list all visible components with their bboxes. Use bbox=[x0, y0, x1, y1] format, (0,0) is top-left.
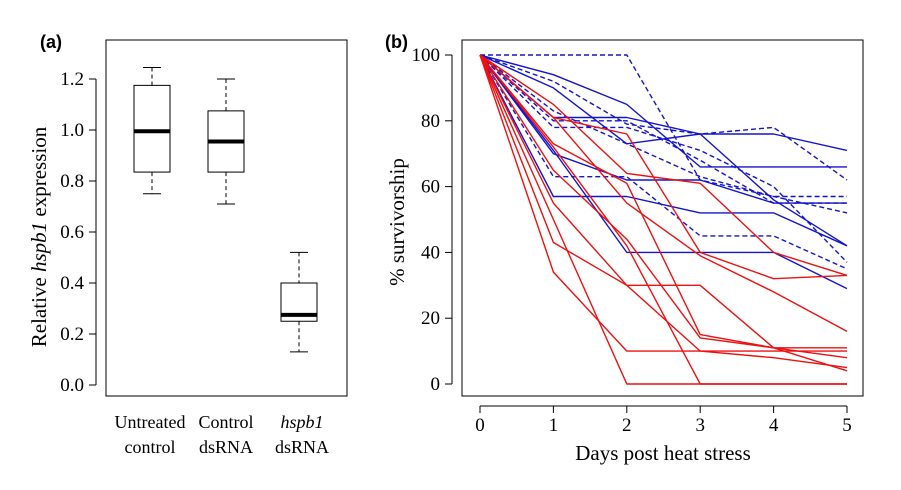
panel-a-y-tick-label: 0.6 bbox=[60, 222, 84, 243]
panel-a-label: (a) bbox=[40, 32, 62, 52]
box-iqr bbox=[133, 84, 171, 173]
panel-b: (b) 0 20 40 60 80 100 0 1 2 3 4 5 Days post heat s… bbox=[385, 32, 864, 465]
panel-b-series bbox=[479, 54, 848, 385]
panel-b-x-tick-label: 0 bbox=[475, 415, 485, 436]
panel-a-category-labels: Untreated control Control dsRNA hspb1 dsRNA bbox=[115, 412, 329, 457]
panel-a-y-tick-label: 0.0 bbox=[60, 375, 84, 396]
series-line-21 bbox=[479, 54, 847, 385]
category-label-line2: dsRNA bbox=[275, 437, 329, 457]
series-line-1 bbox=[479, 54, 848, 181]
series-line-7 bbox=[479, 54, 848, 152]
series-line-9 bbox=[479, 54, 847, 204]
series-line-14 bbox=[479, 54, 848, 333]
panel-b-y-axis-title: % survivorship bbox=[385, 158, 409, 286]
panel-b-x-tick-label: 1 bbox=[549, 415, 559, 436]
series-line-16 bbox=[479, 54, 848, 359]
panel-b-label: (b) bbox=[385, 32, 408, 52]
series-line-10 bbox=[479, 54, 848, 247]
panel-a-y-tick-label: 1.0 bbox=[60, 120, 84, 141]
series-line-12 bbox=[479, 54, 848, 277]
series-line-15 bbox=[479, 54, 847, 349]
panel-a-boxes bbox=[133, 67, 318, 353]
panel-b-y-tick-label: 80 bbox=[421, 111, 440, 132]
panel-b-y-axis: 0 20 40 60 80 100 bbox=[412, 45, 453, 395]
panel-b-y-tick-label: 0 bbox=[431, 374, 441, 395]
panel-b-x-axis-title: Days post heat stress bbox=[575, 441, 751, 465]
series-line-3 bbox=[479, 54, 848, 214]
category-label-line2: control bbox=[125, 437, 176, 457]
panel-b-x-axis: 0 1 2 3 4 5 bbox=[475, 405, 852, 436]
box-2 bbox=[280, 251, 318, 353]
panel-b-y-tick-label: 100 bbox=[412, 45, 441, 66]
panel-b-frame bbox=[461, 39, 864, 397]
panel-b-x-tick-label: 5 bbox=[842, 415, 852, 436]
series-line-0 bbox=[480, 54, 847, 198]
category-label-line2: dsRNA bbox=[199, 437, 253, 457]
panel-a-y-tick-label: 0.8 bbox=[60, 171, 84, 192]
series-line-11 bbox=[479, 54, 848, 290]
panel-a-frame bbox=[105, 39, 348, 397]
category-label-line1: Untreated bbox=[115, 412, 186, 432]
panel-a-y-axis-title: Relative hspb1 expression bbox=[27, 126, 51, 347]
panel-b-y-tick-label: 60 bbox=[421, 177, 440, 198]
panel-b-x-tick-label: 2 bbox=[622, 415, 632, 436]
series-line-6 bbox=[479, 54, 847, 168]
panel-a-y-tick-label: 1.2 bbox=[60, 69, 84, 90]
box-0 bbox=[133, 67, 171, 195]
panel-b-x-tick-label: 4 bbox=[769, 415, 779, 436]
category-label-line1: hspb1 bbox=[280, 412, 323, 432]
panel-a-y-tick-label: 0.2 bbox=[60, 324, 84, 345]
box-1 bbox=[207, 78, 245, 205]
panel-a-y-axis: 0.0 0.2 0.4 0.6 0.8 1.0 1.2 bbox=[60, 69, 97, 396]
series-line-19 bbox=[479, 54, 847, 352]
panel-b-y-tick-label: 20 bbox=[421, 308, 440, 329]
category-label-line1: Control bbox=[198, 412, 253, 432]
series-line-4 bbox=[479, 54, 848, 270]
panel-b-x-tick-label: 3 bbox=[695, 415, 705, 436]
panel-b-y-tick-label: 40 bbox=[421, 242, 440, 263]
series-line-18 bbox=[479, 54, 848, 369]
panel-a: (a) 0.0 0.2 0.4 0.6 0.8 1.0 1.2 Untreated contr… bbox=[27, 32, 348, 457]
panel-a-y-tick-label: 0.4 bbox=[60, 273, 84, 294]
series-line-2 bbox=[479, 54, 848, 263]
